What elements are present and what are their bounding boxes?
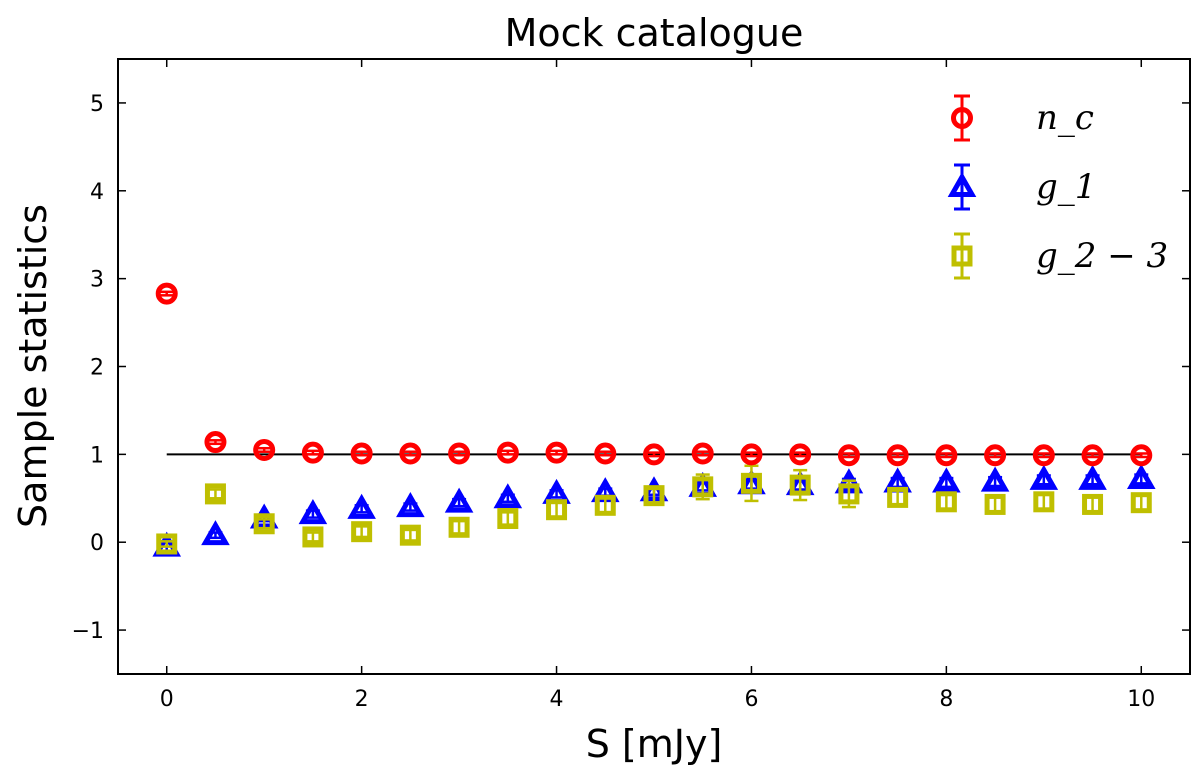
- data-point: [399, 524, 421, 546]
- data-point: [932, 467, 961, 493]
- data-point: [546, 499, 568, 521]
- data-point: [1033, 491, 1055, 513]
- data-point: [351, 521, 373, 543]
- data-point: [156, 533, 178, 555]
- legend: n_c g_1 g_2 − 3: [947, 94, 1168, 280]
- chart-title: Mock catalogue: [505, 11, 804, 55]
- data-point: [298, 499, 328, 525]
- data-point: [1082, 493, 1104, 515]
- x-tick-label: 2: [355, 687, 369, 712]
- data-point: [396, 492, 425, 518]
- data-point: [204, 431, 227, 454]
- data-point: [1078, 464, 1107, 490]
- data-point: [493, 483, 523, 509]
- data-point: [789, 443, 812, 466]
- legend-label: n_c: [1036, 98, 1094, 138]
- data-point: [740, 472, 762, 494]
- data-point: [301, 441, 324, 464]
- data-point: [838, 483, 860, 505]
- x-tick-label: 10: [1127, 687, 1155, 712]
- data-point: [935, 491, 957, 513]
- data-point: [935, 444, 958, 467]
- data-point: [253, 513, 275, 535]
- data-point: [496, 441, 519, 464]
- data-point: [302, 526, 324, 548]
- y-tick-label: 3: [90, 268, 104, 293]
- x-tick-label: 0: [160, 687, 174, 712]
- series-circle: [155, 282, 1153, 467]
- y-tick-label: 0: [90, 531, 104, 556]
- data-point: [691, 442, 714, 465]
- y-axis-label: Sample statistics: [11, 204, 55, 528]
- data-point: [1130, 444, 1153, 467]
- data-point: [594, 442, 617, 465]
- y-tick-label: 1: [90, 443, 104, 468]
- data-point: [497, 507, 519, 529]
- data-point: [1126, 463, 1156, 489]
- data-point: [1029, 464, 1059, 490]
- x-tick-label: 6: [744, 687, 758, 712]
- plot-content: [152, 282, 1156, 557]
- data-point: [740, 443, 763, 466]
- data-point: [984, 444, 1007, 467]
- data-point: [789, 474, 811, 496]
- plot-area: [118, 59, 1190, 674]
- legend-marker: [951, 245, 973, 267]
- legend-label: g_1: [1036, 167, 1096, 207]
- axis-ticks: 0 2 4 6 8 10 −1 0 1 2 3 4 5: [72, 59, 1190, 712]
- y-tick-label: −1: [72, 619, 104, 644]
- data-point: [837, 444, 860, 467]
- data-point: [253, 438, 276, 461]
- data-point: [692, 476, 714, 498]
- data-point: [350, 442, 373, 465]
- data-point: [1130, 492, 1152, 514]
- data-point: [984, 493, 1006, 515]
- data-point: [643, 485, 665, 507]
- x-tick-label: 4: [550, 687, 564, 712]
- data-point: [643, 443, 665, 466]
- data-point: [887, 486, 909, 508]
- y-tick-label: 2: [90, 356, 104, 381]
- legend-marker: [947, 171, 977, 197]
- y-tick-label: 4: [90, 180, 104, 205]
- data-point: [444, 487, 474, 513]
- data-point: [545, 441, 568, 464]
- x-axis-label: S [mJy]: [586, 722, 723, 766]
- data-point: [886, 444, 909, 467]
- series-square: [156, 464, 1152, 555]
- y-tick-label: 5: [90, 92, 104, 117]
- legend-marker: [951, 107, 973, 129]
- data-point: [347, 493, 376, 519]
- data-point: [399, 442, 422, 465]
- data-point: [201, 520, 230, 546]
- x-tick-label: 8: [939, 687, 953, 712]
- data-point: [1081, 444, 1104, 467]
- data-point: [1032, 444, 1055, 467]
- data-point: [448, 516, 470, 538]
- data-point: [594, 494, 616, 516]
- data-point: [980, 466, 1010, 492]
- legend-label: g_2 − 3: [1036, 236, 1168, 276]
- data-point: [155, 282, 178, 305]
- data-point: [448, 442, 471, 465]
- data-point: [204, 483, 226, 505]
